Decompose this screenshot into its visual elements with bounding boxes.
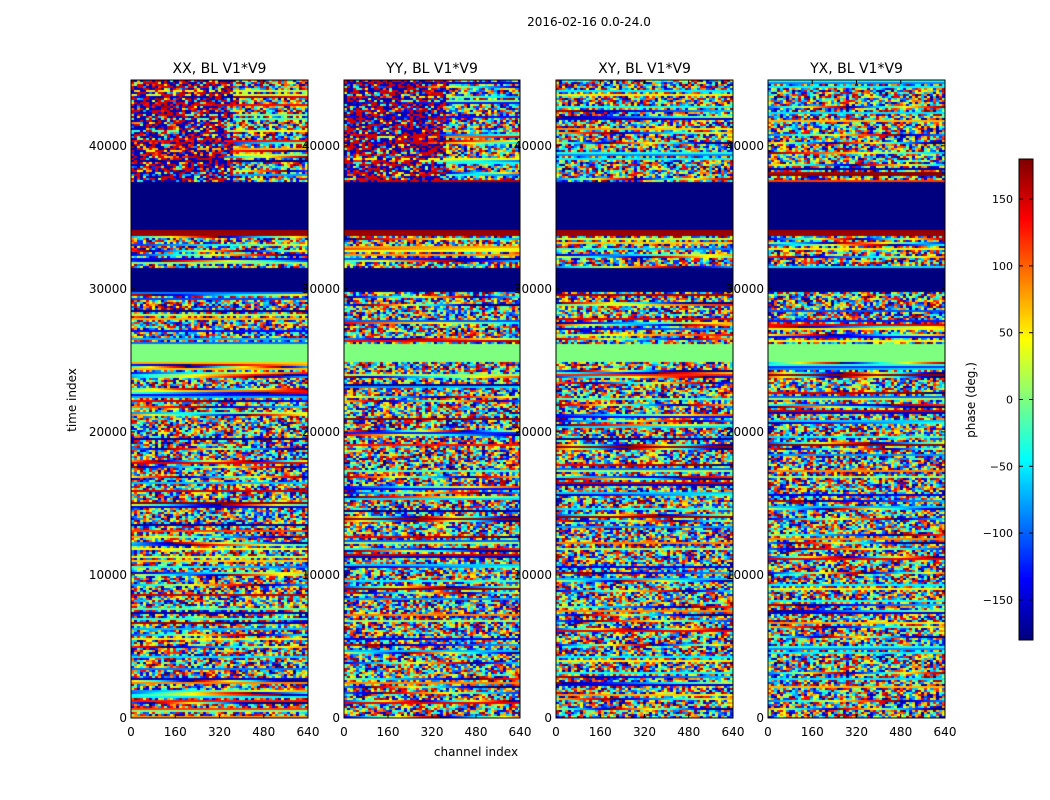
suptitle: 2016-02-16 0.0-24.0 <box>527 15 651 29</box>
y-axis-label: time index <box>65 368 79 432</box>
x-tick-label: 480 <box>465 725 488 739</box>
y-tick-label: 40000 <box>514 139 552 153</box>
x-tick-label: 0 <box>127 725 135 739</box>
panel-frame <box>555 79 734 719</box>
y-tick-label: 0 <box>332 711 340 725</box>
x-tick-label: 480 <box>889 725 912 739</box>
x-tick-label: 320 <box>633 725 656 739</box>
x-tick-label: 640 <box>509 725 532 739</box>
colorbar <box>1019 159 1033 640</box>
x-tick-label: 160 <box>589 725 612 739</box>
x-tick-label: 160 <box>164 725 187 739</box>
y-tick-label: 30000 <box>726 282 764 296</box>
y-tick-label: 0 <box>119 711 127 725</box>
colorbar-tick-label: 0 <box>1006 394 1013 407</box>
x-tick-label: 640 <box>297 725 320 739</box>
y-tick-label: 10000 <box>89 568 127 582</box>
y-tick-label: 20000 <box>89 425 127 439</box>
x-tick-label: 640 <box>722 725 745 739</box>
panel-title: XY, BL V1*V9 <box>598 61 691 77</box>
y-tick-label: 30000 <box>89 282 127 296</box>
y-tick-label: 20000 <box>302 425 340 439</box>
panel-frame <box>343 79 521 719</box>
panel-frame <box>130 79 309 719</box>
x-tick-label: 480 <box>252 725 275 739</box>
x-tick-label: 160 <box>801 725 824 739</box>
x-tick-label: 320 <box>208 725 231 739</box>
panel-title: XX, BL V1*V9 <box>173 61 267 77</box>
y-tick-label: 40000 <box>89 139 127 153</box>
panel-title: YY, BL V1*V9 <box>385 61 478 77</box>
colorbar-tick-label: 100 <box>992 260 1013 273</box>
x-tick-label: 640 <box>934 725 957 739</box>
y-tick-label: 10000 <box>302 568 340 582</box>
y-tick-label: 30000 <box>302 282 340 296</box>
colorbar-tick-label: −100 <box>983 527 1013 540</box>
heatmap-yy <box>344 80 520 718</box>
colorbar-tick-label: −50 <box>990 460 1013 473</box>
x-tick-label: 480 <box>677 725 700 739</box>
x-tick-label: 320 <box>845 725 868 739</box>
y-tick-label: 40000 <box>302 139 340 153</box>
y-tick-label: 20000 <box>726 425 764 439</box>
x-tick-label: 0 <box>340 725 348 739</box>
x-tick-label: 160 <box>377 725 400 739</box>
heatmap-yx <box>768 80 945 718</box>
y-tick-label: 0 <box>544 711 552 725</box>
x-tick-label: 320 <box>421 725 444 739</box>
colorbar-tick-label: 150 <box>992 193 1013 206</box>
y-tick-label: 10000 <box>726 568 764 582</box>
colorbar-tick-label: 50 <box>999 327 1013 340</box>
x-tick-label: 0 <box>552 725 560 739</box>
colorbar-tick-label: −150 <box>983 594 1013 607</box>
y-tick-label: 10000 <box>514 568 552 582</box>
panel-frame <box>767 79 946 719</box>
y-tick-label: 30000 <box>514 282 552 296</box>
heatmap-xx <box>131 80 308 718</box>
colorbar-label: phase (deg.) <box>964 362 978 438</box>
y-tick-label: 40000 <box>726 139 764 153</box>
panel-title: YX, BL V1*V9 <box>809 61 903 77</box>
y-tick-label: 0 <box>756 711 764 725</box>
y-tick-label: 20000 <box>514 425 552 439</box>
x-tick-label: 0 <box>764 725 772 739</box>
x-axis-label: channel index <box>434 745 518 759</box>
heatmap-xy <box>556 80 733 718</box>
